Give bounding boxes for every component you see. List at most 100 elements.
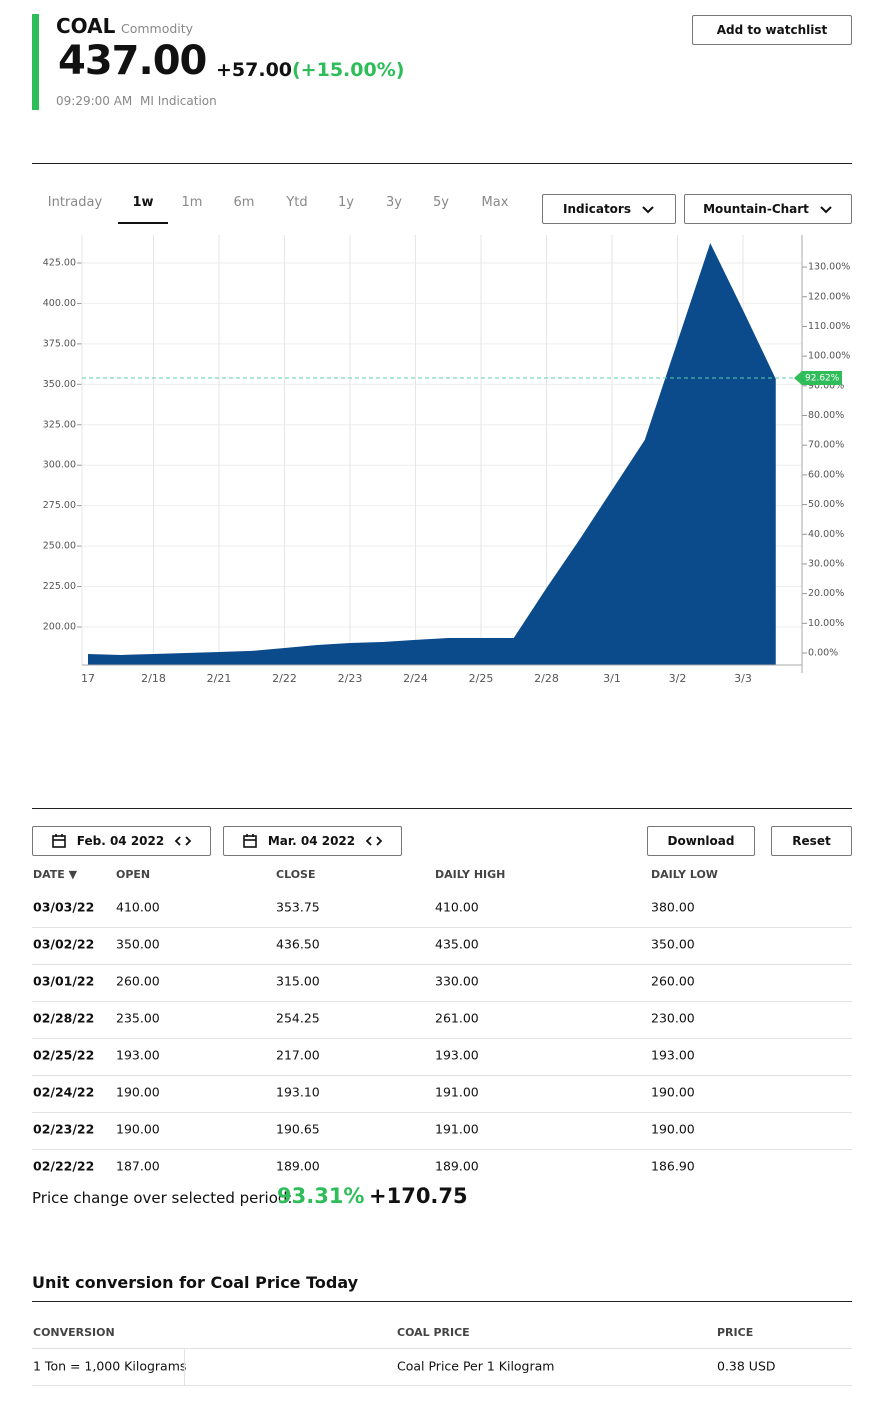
tab[interactable]: 1m [181, 195, 203, 210]
arrows [365, 836, 383, 846]
y-tick-label: 425.00 [43, 257, 76, 268]
value-cell: 261.00 [435, 1010, 479, 1026]
area [88, 243, 776, 665]
y-tick-label: 400.00 [43, 298, 76, 309]
date-cell: 02/22/22 [33, 1158, 95, 1174]
start-date[interactable]: Feb. 04 2022 [32, 826, 211, 856]
value-cell: 260.00 [116, 973, 160, 989]
value-cell: 190.65 [276, 1121, 320, 1137]
button-label: Mar. 04 2022 [267, 834, 356, 848]
value-cell: 190.00 [651, 1121, 695, 1137]
download-button[interactable]: Download [647, 826, 755, 856]
value-cell: 330.00 [435, 973, 479, 989]
date-cell: 02/23/22 [33, 1121, 95, 1137]
time: 09:29:00 AM [56, 94, 133, 108]
source: MI Indication [140, 94, 217, 108]
tab[interactable]: 6m [233, 195, 255, 210]
divider [32, 808, 852, 809]
value-cell: 190.00 [116, 1084, 160, 1100]
row-separator [32, 927, 852, 928]
value-cell: 190.00 [116, 1121, 160, 1137]
value-cell: 315.00 [276, 973, 320, 989]
button-label: Reset [792, 834, 831, 848]
y2-tick-label: 120.00% [808, 291, 850, 302]
tab[interactable]: Ytd [286, 195, 308, 210]
column-header: DATE ▼ [33, 868, 78, 881]
button-label: Add to watchlist [716, 23, 828, 37]
x-tick-label: 3/3 [734, 672, 752, 685]
indicators-button[interactable]: Indicators [542, 194, 676, 224]
value-cell: 190.00 [651, 1084, 695, 1100]
y2-tick-label: 90.00% [808, 380, 844, 391]
symbol: COAL [56, 14, 116, 38]
divider [32, 163, 852, 164]
value-cell: 189.00 [276, 1158, 320, 1174]
row-separator [32, 964, 852, 965]
watchlist-button[interactable]: Add to watchlist [692, 15, 852, 45]
y-tick-label: 225.00 [43, 581, 76, 592]
value-cell: 410.00 [435, 899, 479, 915]
calendar-icon [243, 834, 257, 848]
row-separator [32, 1149, 852, 1150]
tab[interactable]: Intraday [47, 195, 103, 210]
y2-tick-label: 110.00% [808, 321, 850, 332]
chevron [642, 205, 654, 213]
tab[interactable]: 1y [338, 195, 354, 210]
value-cell: 217.00 [276, 1047, 320, 1063]
arrows [174, 836, 192, 846]
y2-tick-label: 30.00% [808, 558, 844, 569]
row-separator [32, 1385, 852, 1386]
row-separator [32, 1075, 852, 1076]
row-separator [32, 1001, 852, 1002]
value-cell: 410.00 [116, 899, 160, 915]
x-tick-label: 2/18 [141, 672, 166, 685]
change: +57.00 [216, 59, 293, 81]
y2-tick-label: 20.00% [808, 588, 844, 599]
reference-marker [794, 371, 842, 386]
value-cell: 254.25 [276, 1010, 320, 1026]
y2-tick-label: 60.00% [808, 469, 844, 480]
cell-divider [184, 1348, 185, 1385]
x-tick-label: 3/1 [603, 672, 621, 685]
x-tick-label: 2/24 [403, 672, 428, 685]
conversion-cell: 1 Ton = 1,000 Kilograms [33, 1358, 187, 1374]
accent-bar [32, 14, 39, 110]
value-cell: 260.00 [651, 973, 695, 989]
price: 437.00 [58, 38, 207, 84]
tab[interactable]: 5y [433, 195, 449, 210]
value-cell: 435.00 [435, 936, 479, 952]
y2-tick-label: 0.00% [808, 648, 838, 659]
y-tick-label: 250.00 [43, 541, 76, 552]
value-cell: 193.10 [276, 1084, 320, 1100]
tab[interactable]: 3y [386, 195, 402, 210]
y2-tick-label: 80.00% [808, 410, 844, 421]
date-cell: 03/03/22 [33, 899, 95, 915]
tab-underline [118, 222, 168, 224]
conversion-title: Unit conversion for Coal Price Today [32, 1273, 359, 1292]
column-header: CONVERSION [33, 1326, 115, 1339]
tab[interactable]: 1w [132, 195, 154, 210]
y2-tick-label: 40.00% [808, 529, 844, 540]
row-separator [32, 1038, 852, 1039]
x-tick-label: 3/2 [669, 672, 687, 685]
value-cell: 350.00 [651, 936, 695, 952]
value-cell: 191.00 [435, 1084, 479, 1100]
date-cell: 02/28/22 [33, 1010, 95, 1026]
end-date[interactable]: Mar. 04 2022 [223, 826, 402, 856]
conversion-cell: Coal Price Per 1 Kilogram [397, 1358, 555, 1374]
tab[interactable]: Max [481, 195, 509, 210]
reset-button[interactable]: Reset [771, 826, 852, 856]
button-label: Mountain-Chart [703, 202, 809, 216]
button-label: Download [667, 834, 735, 848]
button-label: Indicators [563, 202, 631, 216]
chart-type-button[interactable]: Mountain-Chart [684, 194, 852, 224]
y-tick-label: 325.00 [43, 419, 76, 430]
summary-percent: 93.31% [277, 1184, 365, 1208]
chevron [820, 205, 832, 213]
y-tick-label: 350.00 [43, 379, 76, 390]
date-cell: 02/25/22 [33, 1047, 95, 1063]
x-tick-label: 17 [81, 672, 95, 685]
date-cell: 03/02/22 [33, 936, 95, 952]
reference-label: 92.62% [805, 374, 840, 384]
